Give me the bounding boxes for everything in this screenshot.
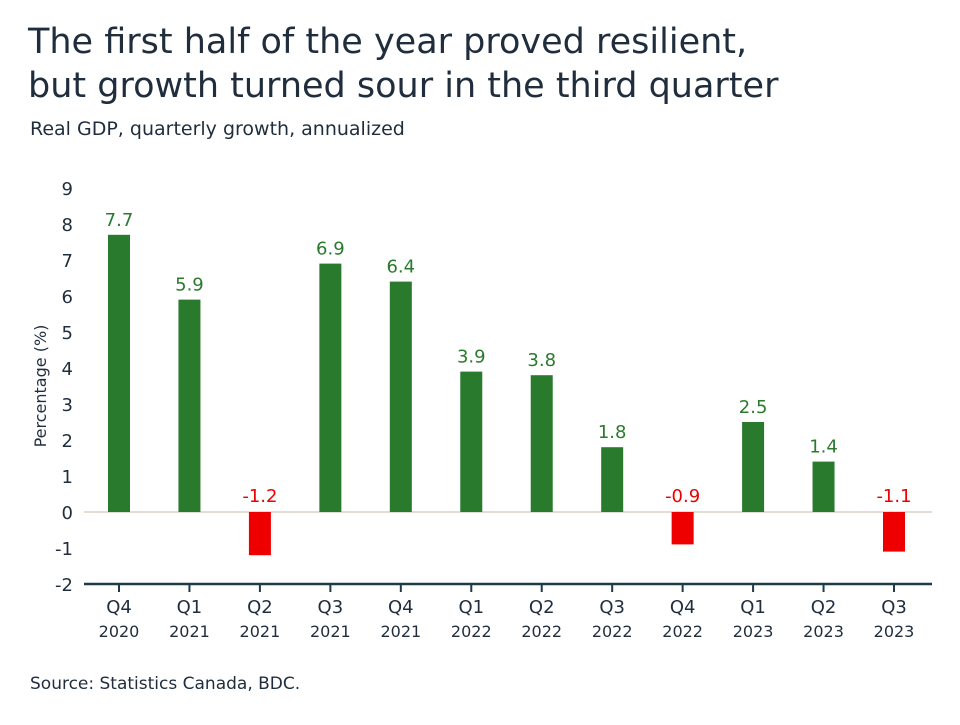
data-label: 3.8 <box>527 350 556 371</box>
data-label: 1.8 <box>598 422 627 443</box>
y-tick-label: 1 <box>62 467 73 488</box>
data-label: -1.1 <box>876 486 911 507</box>
x-tick-year: 2021 <box>310 622 351 641</box>
bar <box>883 512 905 552</box>
x-tick-year: 2022 <box>592 622 633 641</box>
x-tick-label: Q1 <box>458 597 484 618</box>
x-tick-year: 2020 <box>99 622 140 641</box>
bar <box>671 512 694 545</box>
data-label: 6.4 <box>386 257 415 278</box>
bar <box>248 512 271 556</box>
data-label: -1.2 <box>242 486 277 507</box>
data-label: 6.9 <box>316 239 345 260</box>
data-label: 2.5 <box>739 397 768 418</box>
x-tick-year: 2021 <box>380 622 421 641</box>
x-tick-label: Q3 <box>881 597 907 618</box>
x-tick-year: 2021 <box>169 622 210 641</box>
y-axis-label: Percentage (%) <box>31 325 50 448</box>
chart-title-line-2: but growth turned sour in the third quar… <box>28 66 779 106</box>
bar <box>389 281 412 512</box>
bar <box>530 375 553 512</box>
source-note: Source: Statistics Canada, BDC. <box>30 674 301 694</box>
x-tick-label: Q4 <box>106 597 132 618</box>
y-tick-label: -1 <box>55 539 73 560</box>
x-tick-year: 2023 <box>874 622 915 641</box>
data-label: 1.4 <box>809 437 838 458</box>
x-tick-year: 2022 <box>521 622 562 641</box>
x-tick-label: Q3 <box>599 597 625 618</box>
x-tick-label: Q4 <box>388 597 414 618</box>
x-tick-label: Q1 <box>177 597 203 618</box>
x-tick-label: Q2 <box>811 597 837 618</box>
x-tick-year: 2023 <box>803 622 844 641</box>
chart-subtitle: Real GDP, quarterly growth, annualized <box>30 118 405 140</box>
x-tick-label: Q4 <box>670 597 696 618</box>
bar <box>812 461 835 512</box>
x-tick-year: 2021 <box>240 622 281 641</box>
y-tick-label: 3 <box>62 395 73 416</box>
bar <box>319 263 342 512</box>
bar <box>178 299 201 512</box>
x-tick-label: Q2 <box>247 597 273 618</box>
y-tick-label: 7 <box>62 251 73 272</box>
chart-title: The first half of the year proved resili… <box>28 20 928 108</box>
x-tick-year: 2022 <box>451 622 492 641</box>
y-tick-label: 2 <box>62 431 73 452</box>
data-label: -0.9 <box>665 486 700 507</box>
data-label: 5.9 <box>175 275 204 296</box>
chart-title-line-1: The first half of the year proved resili… <box>28 22 748 62</box>
y-tick-label: 5 <box>62 323 73 344</box>
y-tick-label: 4 <box>62 359 73 380</box>
data-label: 3.9 <box>457 347 486 368</box>
y-tick-label: -2 <box>55 575 73 596</box>
y-tick-label: 8 <box>62 215 73 236</box>
y-tick-label: 9 <box>62 179 73 200</box>
bar <box>601 447 624 512</box>
y-tick-label: 6 <box>62 287 73 308</box>
x-tick-label: Q2 <box>529 597 555 618</box>
bar <box>460 371 483 512</box>
x-tick-label: Q1 <box>740 597 766 618</box>
x-tick-label: Q3 <box>318 597 344 618</box>
x-tick-year: 2023 <box>733 622 774 641</box>
data-label: 7.7 <box>105 210 134 231</box>
bar <box>108 234 130 513</box>
x-tick-year: 2022 <box>662 622 703 641</box>
y-tick-label: 0 <box>62 503 73 524</box>
bar <box>742 422 765 512</box>
